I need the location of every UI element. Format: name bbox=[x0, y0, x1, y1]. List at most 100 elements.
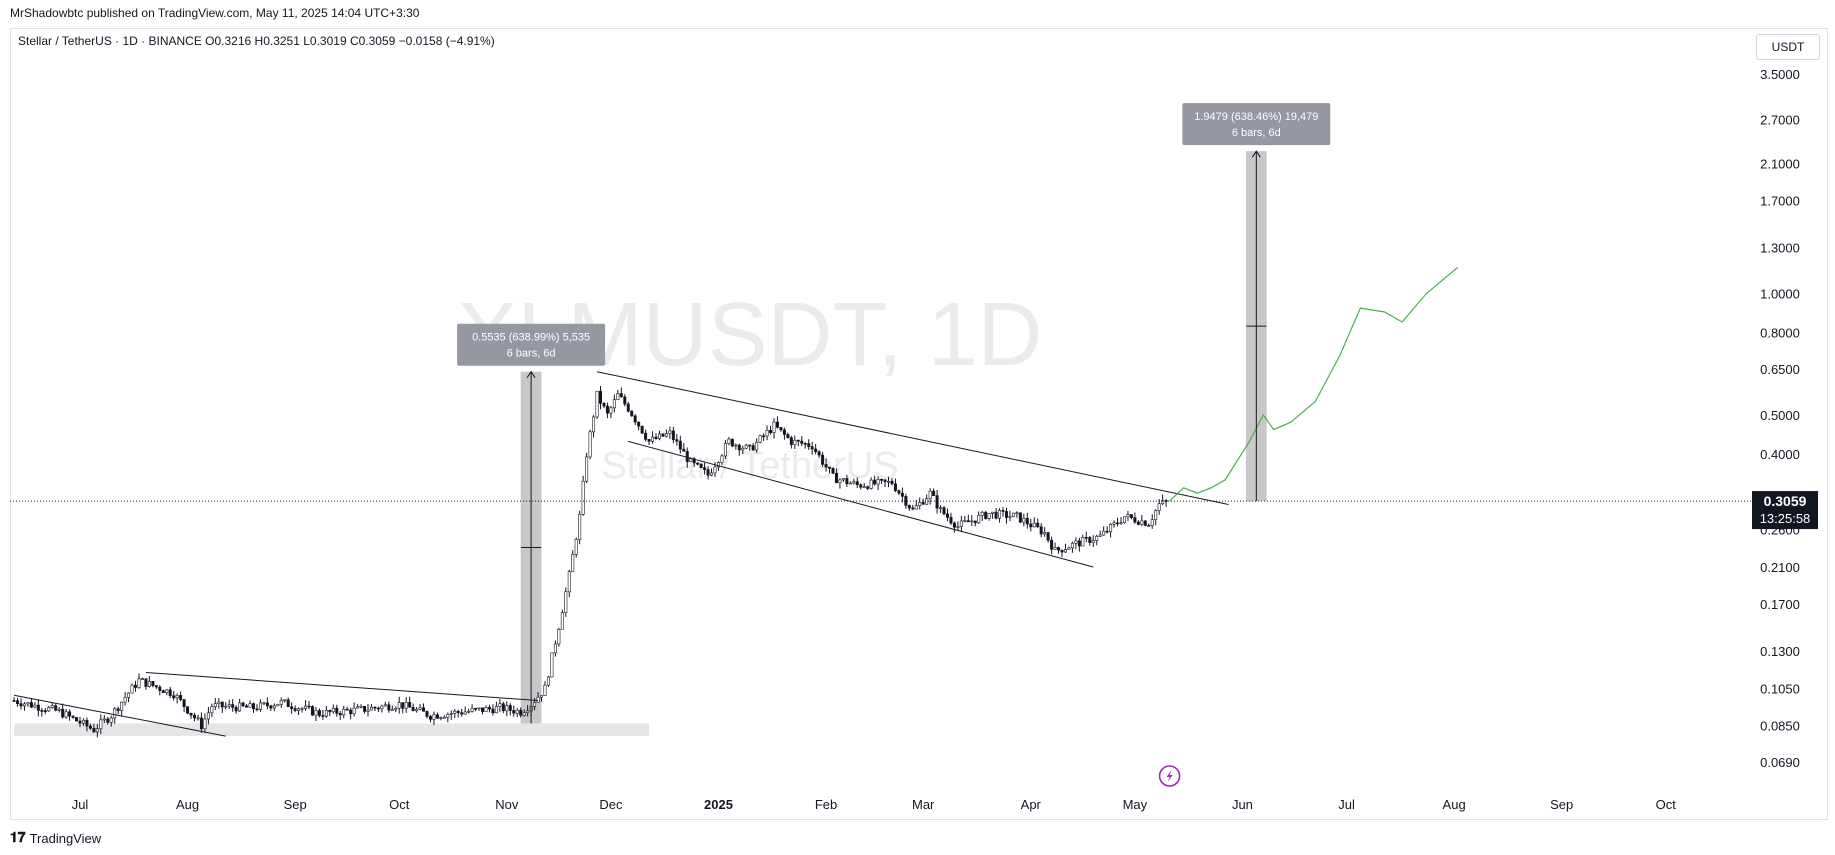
measure-arrow-head bbox=[1251, 150, 1261, 158]
candle-body bbox=[574, 539, 578, 555]
candle-body bbox=[994, 511, 998, 519]
candle-body bbox=[713, 466, 717, 474]
candle-body bbox=[1074, 540, 1078, 544]
candle-body bbox=[57, 708, 61, 711]
candle-body bbox=[227, 704, 231, 707]
candle-body bbox=[727, 438, 731, 444]
currency-selector[interactable]: USDT bbox=[1756, 34, 1820, 60]
candle-body bbox=[1119, 522, 1123, 524]
candle-body bbox=[678, 440, 682, 450]
candle-body bbox=[817, 451, 821, 456]
candle-body bbox=[33, 704, 37, 708]
candle-body bbox=[758, 435, 762, 443]
candle-body bbox=[918, 502, 922, 507]
candle-body bbox=[314, 710, 318, 716]
measure-label-box[interactable] bbox=[1182, 103, 1331, 146]
candle-body bbox=[526, 710, 530, 713]
candle-body bbox=[845, 478, 849, 484]
candle-body bbox=[741, 447, 745, 451]
candle-body bbox=[772, 421, 776, 434]
candle-body bbox=[276, 704, 280, 707]
candle-body bbox=[682, 448, 686, 452]
candle-body bbox=[644, 432, 648, 440]
candle-body bbox=[1063, 549, 1067, 553]
candle-body bbox=[900, 492, 904, 497]
candle-body bbox=[1084, 537, 1088, 539]
candle-body bbox=[12, 700, 16, 702]
candle-body bbox=[748, 444, 752, 447]
candle-body bbox=[703, 467, 707, 470]
candle-body bbox=[911, 507, 915, 510]
trendline-3[interactable] bbox=[596, 371, 1229, 505]
candle-body bbox=[234, 707, 238, 712]
candle-body bbox=[852, 481, 856, 484]
candle-body bbox=[1147, 525, 1151, 527]
candle-body bbox=[762, 435, 766, 438]
candle-body bbox=[1129, 514, 1133, 518]
candle-body bbox=[338, 713, 342, 716]
candle-body bbox=[408, 702, 412, 708]
candle-body bbox=[737, 444, 741, 451]
tradingview-logo[interactable]: 𝟏𝟕 TradingView bbox=[10, 830, 101, 846]
candle-body bbox=[841, 478, 845, 481]
candle-body bbox=[540, 695, 544, 698]
candle-body bbox=[1133, 517, 1137, 523]
candle-body bbox=[283, 699, 287, 702]
support-zone[interactable] bbox=[14, 723, 650, 737]
candle-body bbox=[293, 708, 297, 711]
candle-body bbox=[664, 433, 668, 437]
candle-body bbox=[1154, 510, 1158, 520]
candle-body bbox=[1015, 512, 1019, 515]
candle-body bbox=[533, 702, 537, 707]
candle-body bbox=[810, 446, 814, 450]
candle-body bbox=[619, 393, 623, 398]
candle-body bbox=[286, 699, 290, 708]
candle-body bbox=[1136, 521, 1140, 525]
symbol-ohlc-legend[interactable]: Stellar / TetherUS · 1D · BINANCE O0.321… bbox=[18, 34, 495, 48]
candle-body bbox=[536, 696, 540, 703]
candle-body bbox=[404, 702, 408, 709]
candle-body bbox=[196, 717, 200, 720]
candle-body bbox=[671, 430, 675, 440]
candle-body bbox=[866, 486, 870, 489]
y-axis-tick-label: 0.0850 bbox=[1760, 718, 1800, 733]
candle-body bbox=[359, 705, 363, 708]
candle-body bbox=[873, 479, 877, 485]
candle-body bbox=[179, 695, 183, 700]
y-axis-tick-label: 0.2100 bbox=[1760, 560, 1800, 575]
candle-body bbox=[1039, 526, 1043, 535]
candle-body bbox=[432, 714, 436, 720]
candle-body bbox=[168, 689, 172, 696]
watermark-name: Stellar / TetherUS bbox=[601, 445, 898, 487]
candle-body bbox=[345, 708, 349, 711]
candle-body bbox=[231, 704, 235, 708]
x-axis-tick-label: Feb bbox=[815, 797, 837, 812]
last-price-value: 0.3059 bbox=[1764, 493, 1807, 509]
candle-body bbox=[71, 715, 75, 718]
candle-body bbox=[609, 407, 613, 414]
trendline-4[interactable] bbox=[628, 440, 1094, 568]
candle-body bbox=[144, 678, 148, 687]
candle-body bbox=[203, 718, 207, 730]
last-price-badge[interactable] bbox=[1752, 491, 1818, 530]
candle-body bbox=[411, 706, 415, 712]
tradingview-logo-text: TradingView bbox=[29, 830, 102, 846]
candle-body bbox=[481, 707, 485, 712]
x-axis-tick-label: Jul bbox=[1338, 797, 1355, 812]
lightning-bolt-glyph bbox=[1166, 770, 1173, 782]
candle-body bbox=[567, 571, 571, 593]
candle-body bbox=[474, 708, 478, 710]
trendline-1[interactable] bbox=[13, 694, 226, 737]
publisher-header: MrShadowbtc published on TradingView.com… bbox=[10, 6, 420, 20]
chart-pane[interactable] bbox=[10, 28, 1828, 820]
measure-label-box[interactable] bbox=[457, 323, 606, 366]
candle-body bbox=[932, 490, 936, 496]
candle-body bbox=[255, 708, 259, 711]
projection-path[interactable] bbox=[1169, 267, 1458, 502]
trendline-2[interactable] bbox=[145, 671, 539, 702]
candle-body bbox=[172, 695, 176, 699]
candle-body bbox=[1077, 540, 1081, 547]
candle-body bbox=[189, 712, 193, 716]
y-axis-tick-label: 1.3000 bbox=[1760, 241, 1800, 256]
